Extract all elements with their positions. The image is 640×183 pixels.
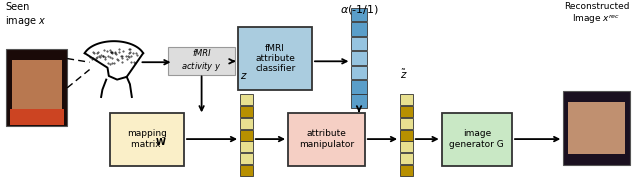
- Bar: [568, 102, 625, 154]
- Text: attribute
manipulator: attribute manipulator: [299, 129, 354, 149]
- FancyBboxPatch shape: [239, 27, 312, 90]
- Bar: [6, 49, 67, 126]
- FancyBboxPatch shape: [168, 47, 235, 75]
- Bar: [12, 60, 62, 112]
- Bar: [400, 130, 413, 141]
- Bar: [400, 153, 413, 164]
- Bar: [240, 106, 253, 117]
- Bar: [351, 8, 367, 21]
- Text: fMRI
activity $y$: fMRI activity $y$: [181, 49, 222, 73]
- Bar: [351, 22, 367, 36]
- FancyBboxPatch shape: [442, 113, 512, 166]
- Text: $z$: $z$: [240, 70, 248, 81]
- Text: $\tilde{z}$: $\tilde{z}$: [400, 68, 408, 81]
- Bar: [400, 106, 413, 117]
- Text: Reconstructed
Image $x^{rec}$: Reconstructed Image $x^{rec}$: [564, 2, 629, 27]
- Bar: [351, 51, 367, 65]
- FancyBboxPatch shape: [288, 113, 365, 166]
- Bar: [400, 118, 413, 129]
- Bar: [240, 94, 253, 105]
- Text: fMRI
attribute
classifier: fMRI attribute classifier: [255, 44, 295, 73]
- Text: $\mathbf{W}$: $\mathbf{W}$: [155, 136, 166, 147]
- Bar: [351, 80, 367, 94]
- Bar: [400, 141, 413, 152]
- Bar: [351, 66, 367, 79]
- Text: $\alpha$(-1/1): $\alpha$(-1/1): [340, 3, 378, 16]
- Bar: [10, 109, 64, 125]
- Bar: [240, 153, 253, 164]
- Bar: [400, 165, 413, 176]
- Bar: [240, 165, 253, 176]
- Text: mapping
matrix: mapping matrix: [127, 129, 167, 149]
- Bar: [240, 141, 253, 152]
- Text: image
generator G: image generator G: [449, 129, 504, 149]
- Bar: [240, 130, 253, 141]
- Bar: [400, 94, 413, 105]
- Bar: [240, 118, 253, 129]
- Text: Seen
image $x$: Seen image $x$: [5, 2, 47, 28]
- Bar: [351, 94, 367, 108]
- Bar: [351, 37, 367, 50]
- Bar: [563, 92, 630, 165]
- FancyBboxPatch shape: [111, 113, 184, 166]
